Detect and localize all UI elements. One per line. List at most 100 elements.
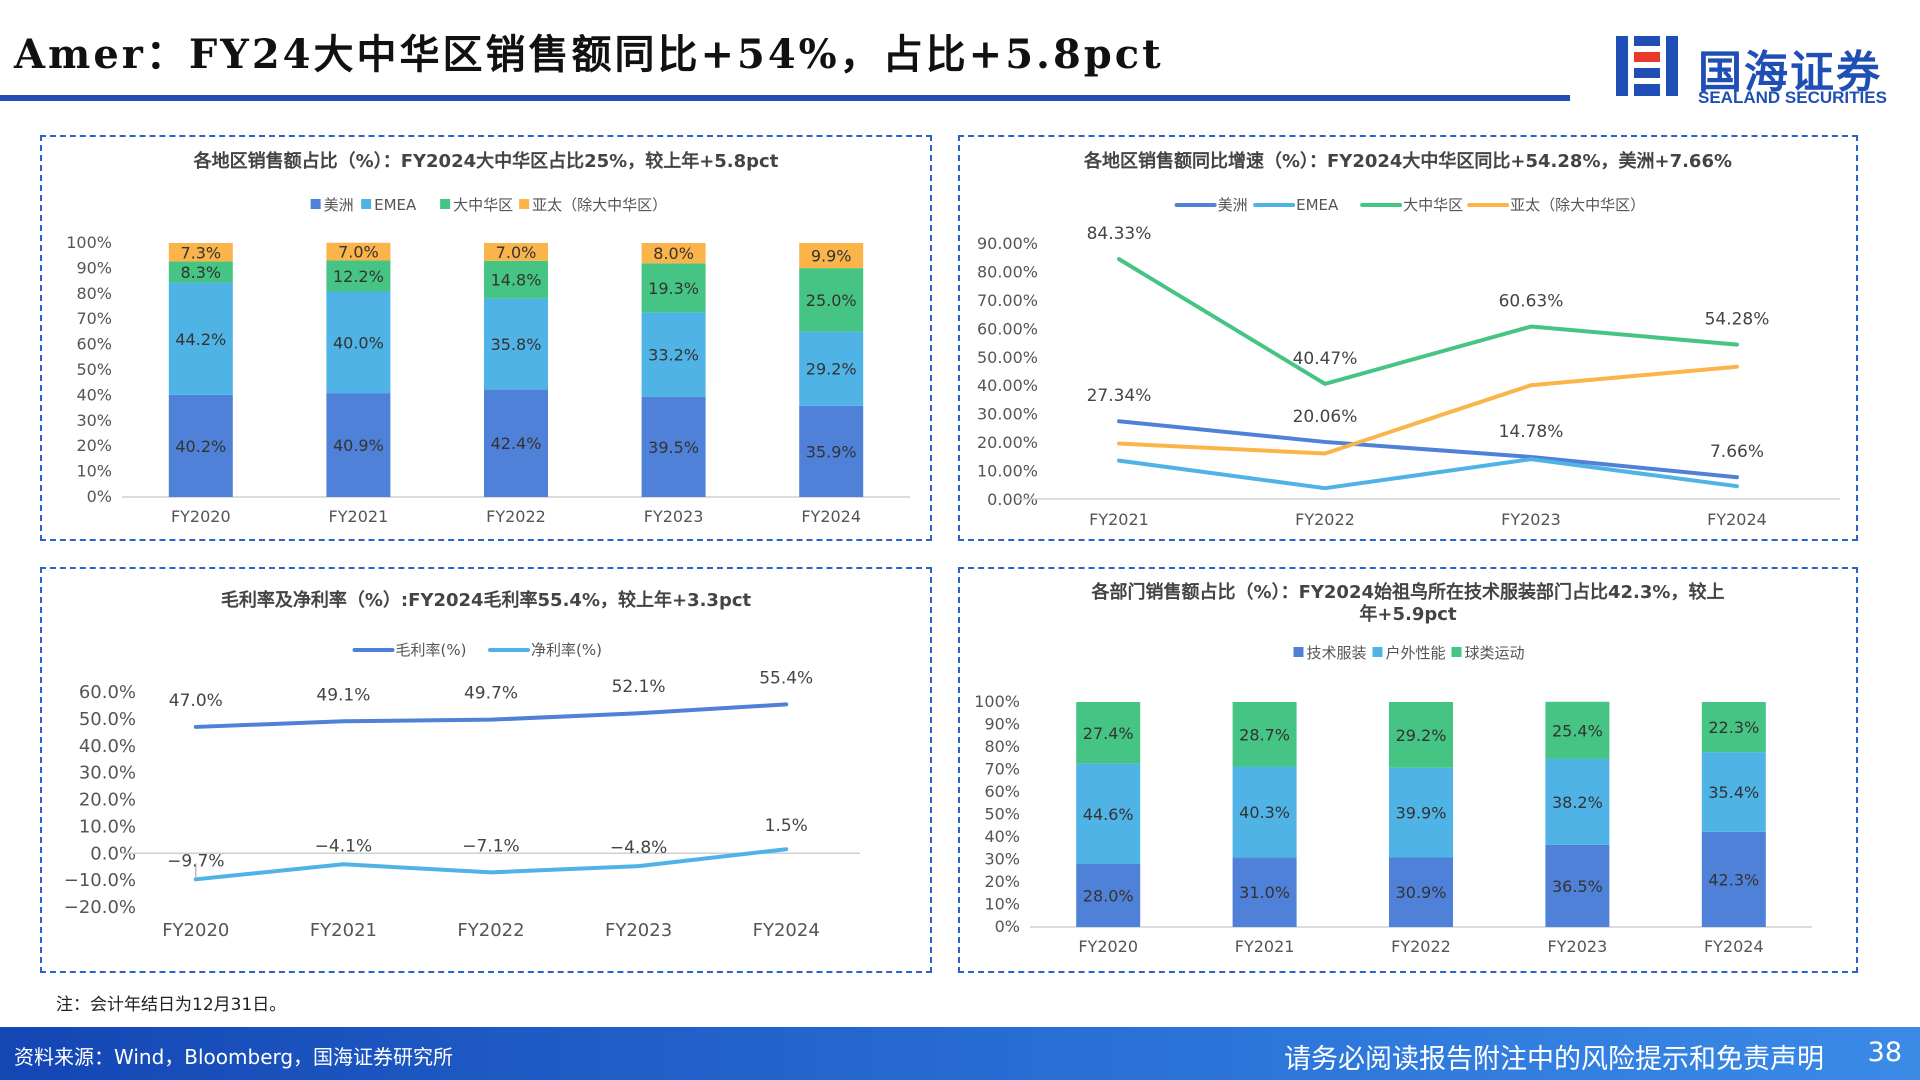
y-tick-label: 100% <box>974 692 1020 711</box>
y-tick-label: 30.00% <box>977 405 1038 424</box>
legend-swatch <box>361 199 372 209</box>
data-label: 29.2% <box>806 360 857 379</box>
legend-label: 球类运动 <box>1465 644 1525 662</box>
bar-segment <box>1389 702 1453 768</box>
data-label: 27.34% <box>1087 386 1152 406</box>
chart-panel-margins: 毛利率及净利率（%）:FY2024毛利率55.4%，较上年+3.3pct 毛利率(… <box>40 567 932 973</box>
x-tick-label: FY2020 <box>171 507 231 526</box>
data-label: 54.28% <box>1705 310 1770 330</box>
y-tick-label: 90% <box>984 715 1020 734</box>
bar-segment <box>484 260 548 299</box>
data-label: 12.2% <box>333 267 384 286</box>
x-tick-label: FY2022 <box>457 920 524 941</box>
data-label: 20.06% <box>1293 407 1358 427</box>
x-tick-label: FY2023 <box>644 507 704 526</box>
y-tick-label: 60.00% <box>977 319 1038 338</box>
legend-swatch <box>519 199 530 209</box>
page-title: Amer：FY24大中华区销售额同比+54%，占比+5.8pct <box>14 31 1164 78</box>
y-tick-label: 0% <box>995 917 1020 936</box>
data-label: 44.6% <box>1083 805 1134 824</box>
bar-segment <box>641 396 706 497</box>
data-label: 22.3% <box>1708 718 1759 737</box>
x-tick-label: FY2023 <box>1548 937 1608 956</box>
y-tick-label: 90.00% <box>977 234 1038 253</box>
logo-subtext: SEALAND SECURITIES <box>1698 88 1887 107</box>
data-label: 38.2% <box>1552 793 1603 812</box>
bar-segment <box>1545 701 1610 759</box>
legend-swatch <box>1372 647 1383 657</box>
legend-swatch <box>310 199 321 209</box>
data-label: 49.1% <box>316 685 370 705</box>
y-tick-label: 50% <box>76 360 112 379</box>
bar-segment <box>326 242 391 261</box>
data-label: 35.4% <box>1708 783 1759 802</box>
chart-title: 各部门销售额占比（%）：FY2024始祖鸟所在技术服装部门占比42.3%，较上 <box>1091 581 1725 603</box>
data-label: 40.47% <box>1293 349 1358 369</box>
bar-segment <box>1389 767 1453 858</box>
data-label: 84.33% <box>1087 224 1152 244</box>
bar-segment <box>1545 758 1610 845</box>
x-tick-label: FY2023 <box>605 920 672 941</box>
bar-segment <box>1232 766 1297 858</box>
legend-label: 户外性能 <box>1386 644 1446 662</box>
data-label: 44.2% <box>175 330 226 349</box>
data-label: 42.3% <box>1708 870 1759 889</box>
series-line <box>193 847 789 882</box>
data-label: −9.7% <box>167 851 224 871</box>
legend-label: EMEA <box>374 196 417 214</box>
data-label: 35.8% <box>491 335 542 354</box>
bar-segment <box>799 243 864 269</box>
y-tick-label: 50.0% <box>79 709 136 730</box>
chart-title: 各地区销售额同比增速（%）：FY2024大中华区同比+54.28%，美洲+7.6… <box>1083 150 1732 172</box>
bar-segment <box>1701 702 1766 753</box>
legend-label: 美洲 <box>1218 196 1248 214</box>
bar-segment <box>1389 857 1453 927</box>
data-label: 31.0% <box>1239 883 1290 902</box>
chart-title: 毛利率及净利率（%）:FY2024毛利率55.4%，较上年+3.3pct <box>221 589 752 611</box>
data-label: 14.8% <box>491 271 542 290</box>
y-tick-label: 90% <box>76 258 112 277</box>
y-tick-label: 10% <box>984 895 1020 914</box>
brand-logo: 国海证券 SEALAND SECURITIES <box>1612 30 1902 110</box>
data-label: 14.78% <box>1499 422 1564 442</box>
data-label: 40.3% <box>1239 803 1290 822</box>
data-label: 7.66% <box>1710 442 1764 462</box>
data-label: 7.0% <box>496 243 537 262</box>
chart-segment-share: 各部门销售额占比（%）：FY2024始祖鸟所在技术服装部门占比42.3%，较上年… <box>974 581 1812 956</box>
bar-segment <box>1076 702 1141 764</box>
y-tick-label: 60% <box>76 335 112 354</box>
bar-segment <box>799 405 864 497</box>
x-tick-label: FY2020 <box>162 920 229 941</box>
bar-segment <box>326 291 391 394</box>
chart-panel-region-growth: 各地区销售额同比增速（%）：FY2024大中华区同比+54.28%，美洲+7.6… <box>958 135 1858 541</box>
bar-segment <box>1076 763 1141 864</box>
data-label: 39.9% <box>1396 804 1447 823</box>
data-label: 55.4% <box>759 668 813 688</box>
y-tick-label: −20.0% <box>64 897 136 918</box>
bar-segment <box>1232 702 1297 767</box>
title-underline <box>0 95 1570 101</box>
disclaimer-text: 请务必阅读报告附注中的风险提示和免责声明 <box>1284 1044 1824 1075</box>
y-tick-label: 40% <box>76 385 112 404</box>
y-tick-label: 40.0% <box>79 736 136 757</box>
data-label: 25.4% <box>1552 721 1603 740</box>
y-tick-label: −10.0% <box>64 870 136 891</box>
data-label: 39.5% <box>648 438 699 457</box>
x-tick-label: FY2021 <box>329 507 389 526</box>
y-tick-label: 70.00% <box>977 291 1038 310</box>
bar-segment <box>326 393 391 497</box>
bar-segment <box>484 389 548 497</box>
data-label: 8.0% <box>653 244 694 263</box>
data-label: 25.0% <box>806 291 857 310</box>
y-tick-label: 50% <box>984 805 1020 824</box>
x-tick-label: FY2024 <box>1704 937 1764 956</box>
bar-segment <box>168 243 233 262</box>
bar-segment <box>641 243 706 264</box>
y-tick-label: 30% <box>984 850 1020 869</box>
data-label: 7.3% <box>180 243 221 262</box>
y-tick-label: 30.0% <box>79 763 136 784</box>
y-tick-label: 20% <box>984 872 1020 891</box>
y-tick-label: 40.00% <box>977 376 1038 395</box>
series-line <box>1117 419 1739 480</box>
data-label: 47.0% <box>169 691 223 711</box>
